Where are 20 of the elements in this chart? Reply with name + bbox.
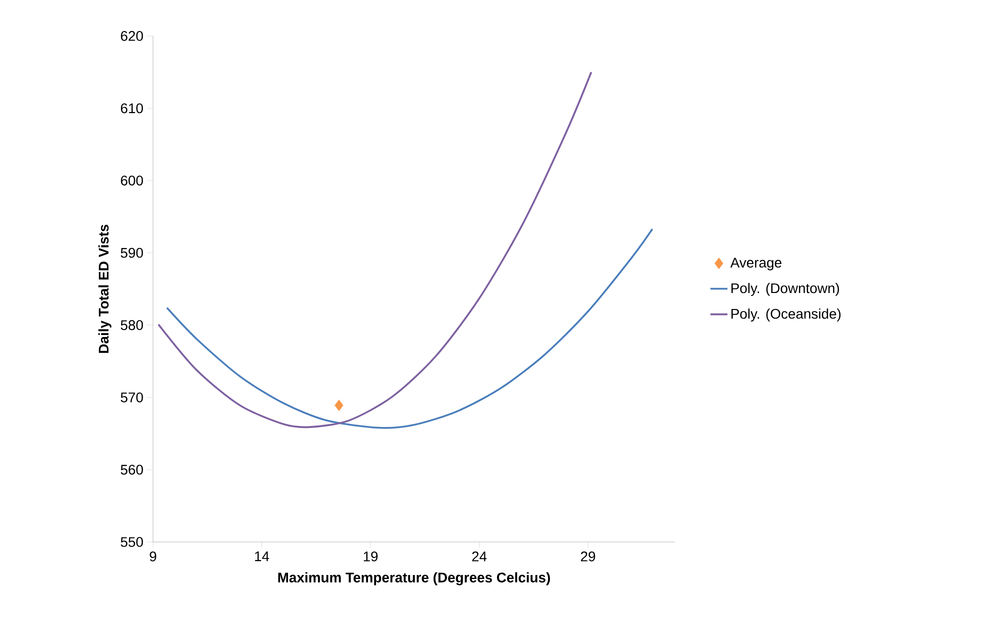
legend-label: Average [730,258,782,270]
y-tick-label: 550 [120,537,143,547]
line-series [158,71,592,428]
y-tick-label: 560 [120,464,143,475]
x-tick-label: 24 [472,551,487,562]
x-tick-label: 14 [255,552,270,562]
y-tick-label: 590 [120,248,143,258]
y-tick-label: 580 [120,320,143,330]
x-axis-title: Maximum Temperature (Degrees Celcius) [278,572,550,586]
y-axis-title: Daily Total ED Vists [98,224,112,353]
y-tick-label: 610 [120,103,143,114]
line-series [166,228,654,429]
x-tick-label: 19 [364,551,378,562]
legend-label: Poly. (Oceanside) [731,308,841,322]
y-tick-label: 600 [120,176,143,186]
y-tick-label: 570 [120,392,143,402]
x-tick-label: 9 [150,551,156,562]
legend-label: Poly. (Downtown) [731,282,839,296]
x-tick-label: 29 [580,551,596,562]
y-tick-label: 620 [120,31,143,41]
